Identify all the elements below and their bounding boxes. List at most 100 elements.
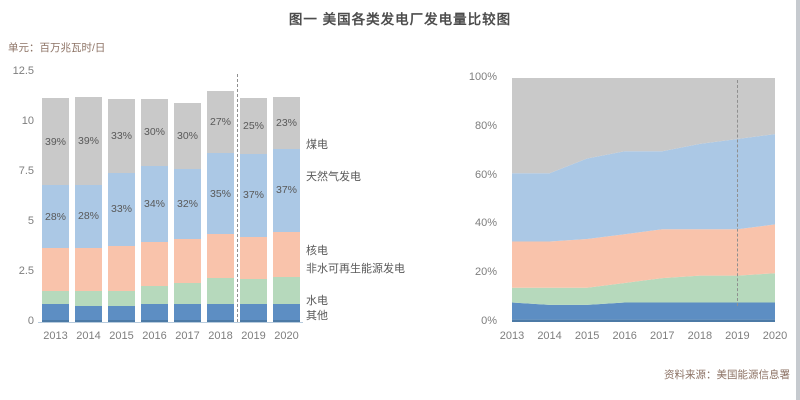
series-label: 非水可再生能源发电 xyxy=(306,263,405,275)
segment-percent-label: 25% xyxy=(242,120,264,133)
bar-segment-2020 xyxy=(273,277,300,304)
x-axis-line xyxy=(38,322,303,323)
bar-2015: 33% 33% xyxy=(108,99,135,322)
segment-percent-label: 39% xyxy=(77,134,99,147)
bar-segment-2013 xyxy=(42,304,69,320)
y-axis-tick-label: 20% xyxy=(474,266,497,279)
bar-2013: 28% 39% xyxy=(42,98,69,322)
bar-segment-2014 xyxy=(75,247,102,291)
x-axis-tick-label: 2016 xyxy=(612,330,637,342)
y-axis-tick-label: 5 xyxy=(27,215,34,227)
forecast-divider-line xyxy=(237,74,238,322)
bar-segment-2018 xyxy=(207,303,234,320)
bar-segment-2017: 32% xyxy=(174,168,201,239)
segment-percent-label: 32% xyxy=(176,197,198,210)
figure-title: 图一 美国各类发电厂发电量比较图 xyxy=(288,12,512,27)
bar-segment-2013 xyxy=(42,290,69,305)
segment-percent-label: 28% xyxy=(44,210,66,223)
y-axis-tick-label: 80% xyxy=(474,119,497,132)
area-layer xyxy=(512,273,775,305)
bar-segment-2018: 35% xyxy=(207,153,234,235)
x-axis-tick-label: 2017 xyxy=(650,330,675,342)
x-axis-tick-label: 2013 xyxy=(499,330,525,342)
bar-segment-2018: 27% xyxy=(207,91,234,154)
y-axis-tick-label: 7.5 xyxy=(18,165,34,177)
bar-2016: 34% 30% xyxy=(141,99,168,322)
bar-segment-2014 xyxy=(75,306,102,320)
segment-percent-label: 37% xyxy=(275,184,297,197)
bar-segment-2016: 30% xyxy=(141,99,168,166)
bar-segment-2019 xyxy=(240,304,267,320)
y-axis-tick-label: 0% xyxy=(481,315,497,327)
bar-segment-2016: 34% xyxy=(141,165,168,242)
segment-percent-label: 23% xyxy=(275,116,297,129)
x-axis-tick-label: 2017 xyxy=(175,330,200,342)
area-stack-svg xyxy=(512,78,775,322)
x-axis-tick-label: 2020 xyxy=(274,330,299,342)
y-axis-tick-label: 10 xyxy=(21,115,34,127)
bar-2014: 28% 39% xyxy=(75,97,102,322)
bar-2019: 37% 25% xyxy=(240,98,267,322)
right-edge-strip xyxy=(796,0,800,400)
bar-segment-2014: 39% xyxy=(75,97,102,185)
bar-segment-2018 xyxy=(207,319,234,322)
unit-label: 单元：百万兆瓦时/日 xyxy=(8,42,106,54)
segment-percent-label: 30% xyxy=(143,126,165,139)
bar-segment-2017 xyxy=(174,304,201,320)
y-axis-tick-label: 60% xyxy=(474,168,497,181)
x-axis-tick-label: 2013 xyxy=(43,330,68,342)
bar-segment-2013: 28% xyxy=(42,185,69,249)
bar-segment-2019 xyxy=(240,319,267,322)
segment-percent-label: 33% xyxy=(110,129,132,142)
segment-percent-label: 28% xyxy=(77,210,99,223)
bar-segment-2016 xyxy=(141,241,168,287)
bar-segment-2015: 33% xyxy=(108,172,135,247)
segment-percent-label: 34% xyxy=(143,197,165,210)
bar-segment-2020 xyxy=(273,319,300,322)
y-axis-tick-label: 100% xyxy=(468,71,497,83)
area-layer xyxy=(512,319,775,322)
bar-segment-2018 xyxy=(207,278,234,304)
bar-2017: 32% 30% xyxy=(174,103,201,322)
bar-segment-2020 xyxy=(273,232,300,277)
area-layer xyxy=(512,134,775,242)
bar-segment-2014: 28% xyxy=(75,184,102,248)
series-label: 水电 xyxy=(306,295,328,307)
area-layer xyxy=(512,302,775,320)
x-axis-tick-label: 2019 xyxy=(725,330,750,342)
bar-segment-2013: 39% xyxy=(42,98,69,186)
x-axis-tick-label: 2016 xyxy=(142,330,167,342)
bar-2018: 35% 27% xyxy=(207,91,234,322)
bar-segment-2015 xyxy=(108,319,135,322)
area-layer xyxy=(512,78,775,174)
bar-segment-2017 xyxy=(174,319,201,322)
segment-percent-label: 30% xyxy=(176,129,198,142)
series-label: 核电 xyxy=(306,245,328,257)
x-axis-tick-label: 2014 xyxy=(537,330,562,342)
segment-percent-label: 33% xyxy=(110,203,132,216)
series-label: 天然气发电 xyxy=(306,171,361,183)
bar-segment-2019: 25% xyxy=(240,98,267,155)
x-axis-tick-label: 2018 xyxy=(687,330,713,342)
x-axis-tick-label: 2014 xyxy=(76,330,101,342)
bar-segment-2014 xyxy=(75,290,102,307)
x-axis-tick-label: 2019 xyxy=(241,330,266,342)
bar-segment-2013 xyxy=(42,319,69,322)
bar-segment-2014 xyxy=(75,319,102,322)
bar-segment-2020 xyxy=(273,304,300,320)
bar-segment-2016 xyxy=(141,286,168,305)
bar-segment-2017 xyxy=(174,282,201,305)
series-label: 煤电 xyxy=(306,139,328,151)
bar-segment-2015 xyxy=(108,306,135,320)
y-axis-tick-label: 40% xyxy=(474,217,497,230)
bar-segment-2016 xyxy=(141,304,168,320)
bar-segment-2019 xyxy=(240,279,267,305)
bar-segment-2019: 37% xyxy=(240,154,267,237)
bar-segment-2015 xyxy=(108,290,135,307)
bar-segment-2013 xyxy=(42,248,69,291)
y-axis-tick-label: 2.5 xyxy=(18,265,34,277)
segment-percent-label: 39% xyxy=(44,135,66,148)
bar-segment-2020: 23% xyxy=(273,97,300,149)
